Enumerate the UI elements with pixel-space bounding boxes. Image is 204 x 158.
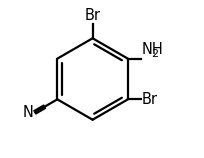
Text: N: N	[23, 105, 34, 120]
Text: NH: NH	[142, 42, 163, 57]
Text: Br: Br	[142, 92, 158, 107]
Text: 2: 2	[151, 49, 158, 59]
Text: Br: Br	[85, 8, 101, 23]
